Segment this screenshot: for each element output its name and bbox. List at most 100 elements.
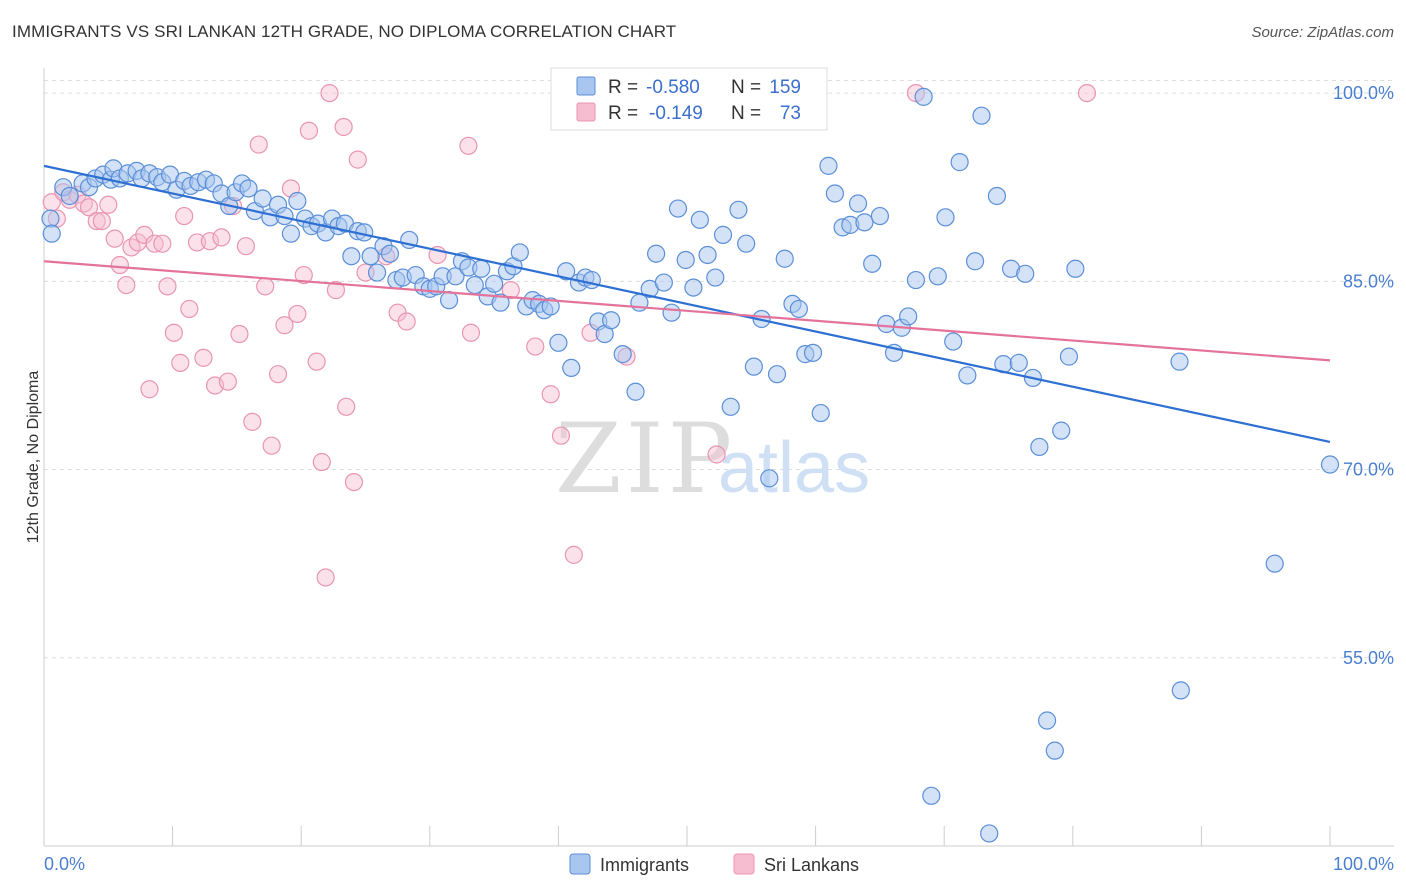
sri-lankans-point xyxy=(158,277,177,296)
sri-lankans-point xyxy=(459,136,478,155)
sri-lankans-point xyxy=(243,412,262,431)
immigrants-point xyxy=(870,206,890,226)
trend-lines xyxy=(43,164,1331,444)
watermark-zip: ZIP xyxy=(555,403,736,515)
immigrants-point xyxy=(472,259,491,278)
legend-r-label-2: R = xyxy=(608,103,638,124)
immigrants-point xyxy=(253,189,272,208)
sri-lankans-point xyxy=(288,304,307,324)
immigrants-point xyxy=(922,786,941,805)
immigrants-point xyxy=(626,382,645,401)
sri-lankans-point xyxy=(218,372,237,391)
immigrants-point xyxy=(713,225,733,244)
sri-lankans-point xyxy=(171,353,190,372)
immigrants-point xyxy=(485,274,504,293)
immigrants-point xyxy=(1045,741,1064,760)
sri-lankans-points xyxy=(42,83,1097,587)
sri-lankans-point xyxy=(299,121,319,140)
immigrants-point xyxy=(863,254,882,273)
sri-lankans-point xyxy=(312,452,331,472)
legend-r-value-1: -0.580 xyxy=(646,77,700,98)
sri-lankans-point xyxy=(87,211,106,231)
sri-lankans-point xyxy=(334,117,353,137)
sri-lankans-point xyxy=(326,281,346,300)
immigrants-point xyxy=(647,244,666,263)
sri-lankans-point xyxy=(117,275,136,295)
immigrants-point xyxy=(775,249,794,268)
immigrants-point xyxy=(361,247,380,266)
immigrants-point xyxy=(367,263,387,282)
immigrants-point xyxy=(690,210,709,229)
sri-lankans-point xyxy=(320,83,339,103)
immigrants-point xyxy=(541,297,560,316)
sri-lankans-point xyxy=(541,385,560,404)
immigrants-point xyxy=(342,247,361,266)
immigrants-point xyxy=(1009,353,1028,372)
sri-lankans-point xyxy=(105,229,124,248)
sri-lankans-trend-line xyxy=(43,260,1331,362)
sri-lankans-point xyxy=(526,337,545,356)
immigrants-point xyxy=(811,403,830,423)
sri-lankans-point xyxy=(344,472,364,492)
sri-lankans-point xyxy=(153,234,172,253)
immigrants-point xyxy=(936,208,955,227)
sri-lankans-point xyxy=(268,365,288,384)
immigrants-point xyxy=(42,224,61,243)
immigrants-point xyxy=(877,314,896,334)
immigrants-point xyxy=(972,106,991,125)
immigrants-point xyxy=(848,194,868,213)
immigrants-point xyxy=(510,243,529,262)
bottom-legend-sri-lankans: Sri Lankans xyxy=(764,855,859,875)
sri-lankans-point xyxy=(316,568,335,587)
sri-lankans-point xyxy=(249,135,268,154)
immigrants-point xyxy=(721,397,740,416)
immigrants-point xyxy=(60,186,79,206)
immigrants-point xyxy=(944,332,963,351)
immigrants-point xyxy=(557,262,576,281)
immigrants-point xyxy=(825,184,844,203)
immigrants-point xyxy=(965,252,985,271)
immigrants-point xyxy=(281,224,301,243)
bottom-legend-swatch-immigrants xyxy=(569,853,591,875)
legend-swatch-sri-lankans xyxy=(576,102,596,122)
bottom-legend: Immigrants Sri Lankans xyxy=(569,853,859,875)
immigrants-point xyxy=(582,270,601,290)
immigrants-point xyxy=(855,213,874,232)
immigrants-point xyxy=(980,824,999,843)
legend-r-value-2: -0.149 xyxy=(649,103,703,124)
immigrants-point xyxy=(698,245,717,265)
immigrants-point xyxy=(676,250,695,270)
legend-r-label-1: R = xyxy=(608,77,638,98)
immigrants-point xyxy=(744,357,763,376)
sri-lankans-point xyxy=(707,445,726,464)
sri-lankans-point xyxy=(140,380,159,399)
y-axis-label: 12th Grade, No Diploma xyxy=(25,371,42,544)
immigrants-point xyxy=(239,179,258,198)
sri-lankans-point xyxy=(99,195,118,214)
immigrants-point xyxy=(613,345,632,364)
immigrants-points xyxy=(41,87,1340,843)
immigrants-point xyxy=(288,191,307,211)
sri-lankans-point xyxy=(145,234,164,253)
immigrants-point xyxy=(1265,554,1284,573)
sri-lankans-point xyxy=(230,324,249,344)
immigrants-point xyxy=(1320,455,1340,474)
immigrants-point xyxy=(1066,259,1085,278)
x-tick-label-min: 0.0% xyxy=(44,854,85,874)
immigrants-point xyxy=(706,268,725,287)
sri-lankans-point xyxy=(212,228,231,247)
sri-lankans-point xyxy=(92,211,111,231)
sri-lankans-point xyxy=(564,545,583,564)
legend-swatch-immigrants xyxy=(576,76,596,96)
sri-lankans-point xyxy=(275,316,294,335)
immigrants-point xyxy=(819,156,838,175)
immigrants-point xyxy=(41,209,60,228)
sri-lankans-point xyxy=(180,299,199,319)
immigrants-point xyxy=(1052,421,1071,440)
legend-box: R = -0.580 N = 159 R = -0.149 N = 73 xyxy=(550,67,828,131)
immigrants-point xyxy=(380,244,400,263)
immigrants-point xyxy=(662,303,681,322)
immigrants-trend-line xyxy=(43,164,1331,444)
immigrants-point xyxy=(491,293,510,312)
immigrants-point xyxy=(1059,347,1079,366)
